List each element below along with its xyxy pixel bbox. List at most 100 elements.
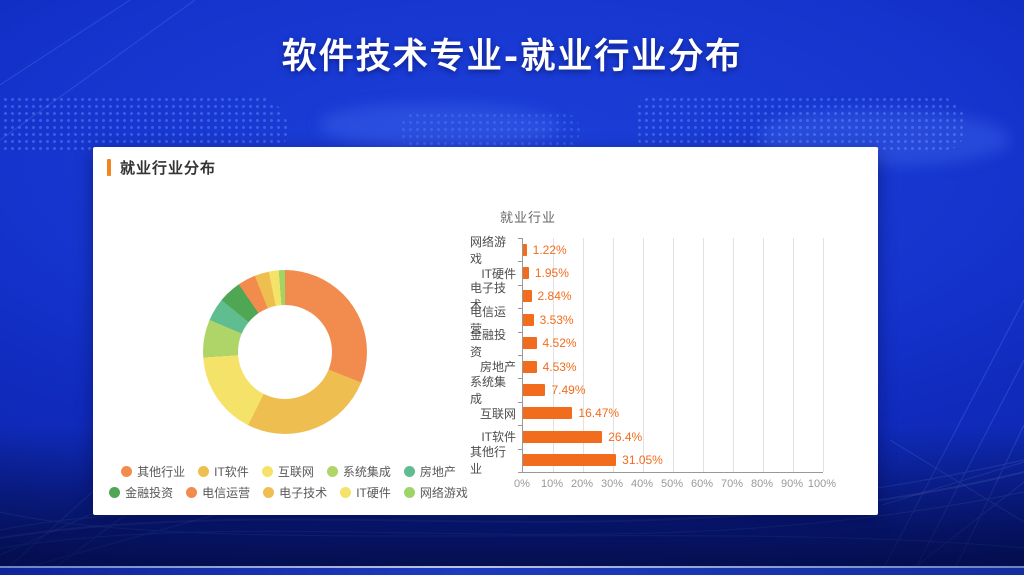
y-axis-tick xyxy=(518,331,522,333)
bar xyxy=(523,337,537,350)
bar-row: 4.52% xyxy=(523,332,823,355)
x-axis-tick-labels: 0% 10% 20% 30% 40% 50% 60% 70% 80% 90% 100% xyxy=(470,478,875,494)
y-axis-tick xyxy=(518,261,522,263)
legend-item: 网络游戏 xyxy=(403,484,468,501)
bar xyxy=(523,267,529,280)
grid-line xyxy=(733,238,734,472)
legend-label: 系统集成 xyxy=(342,465,391,479)
legend-item: 电子技术 xyxy=(263,484,327,501)
y-axis-tick xyxy=(518,308,522,310)
bar xyxy=(523,290,532,303)
grid-line xyxy=(823,238,824,472)
bar-value-label: 16.47% xyxy=(578,406,620,421)
bottom-strip xyxy=(0,568,1024,575)
grid-line xyxy=(643,238,644,472)
legend-label: IT软件 xyxy=(214,465,249,479)
bar xyxy=(523,430,603,443)
legend-dot xyxy=(403,487,415,498)
category-label: IT软件 xyxy=(481,430,516,445)
bar-chart-title: 就业行业 xyxy=(500,210,557,225)
grid-line xyxy=(613,238,614,472)
legend-label: 电子技术 xyxy=(279,486,328,500)
category-label: 互联网 xyxy=(479,406,516,421)
legend-item: 系统集成 xyxy=(326,463,391,480)
bar xyxy=(523,384,546,397)
bar-row: 3.53% xyxy=(523,308,823,331)
legend-dot xyxy=(109,487,121,498)
bar-value-label: 31.05% xyxy=(622,453,663,468)
donut-legend: 其他行业 IT软件 互联网 系统集成 房地产金融投资 电信运营 电子技术 IT硬件 网络游戏 xyxy=(109,463,468,501)
bar-row: 4.53% xyxy=(523,355,823,378)
bar xyxy=(523,360,537,373)
y-axis-tick xyxy=(518,378,522,380)
legend-dot xyxy=(403,466,415,477)
grid-line xyxy=(583,238,584,472)
grid-line xyxy=(553,238,554,472)
world-map-dot-pattern xyxy=(400,112,580,150)
bar-value-label: 1.95% xyxy=(534,266,569,281)
grid-line xyxy=(793,238,794,472)
bar-value-label: 3.53% xyxy=(539,312,574,327)
legend-label: 其他行业 xyxy=(137,465,186,479)
bar-value-label: 1.22% xyxy=(532,242,567,257)
x-axis-tick-label: 40% xyxy=(630,478,654,490)
category-label: 其他行业 xyxy=(470,445,507,477)
world-map-dot-pattern xyxy=(636,96,966,152)
bottom-divider-line xyxy=(0,566,1024,568)
bar xyxy=(523,407,573,420)
x-axis-tick-label: 90% xyxy=(780,478,804,490)
x-axis-tick-label: 60% xyxy=(690,478,714,490)
legend-dot xyxy=(198,466,210,477)
legend-item: 互联网 xyxy=(261,463,314,480)
bar-rows: 1.22% 1.95% 2.84% 3.53% 4.52% 4.53% 7.49% 16.47… xyxy=(523,238,823,472)
y-axis-ticks xyxy=(518,238,522,473)
grid-line xyxy=(673,238,674,472)
legend-label: 互联网 xyxy=(277,465,314,479)
legend-label: IT硬件 xyxy=(356,486,391,500)
legend-item: 金融投资 xyxy=(109,484,173,501)
chart-card: 就业行业分布 其他行业 IT软件 互联网 系统集成 房地产 金融投资 电信运营 电子技术 IT硬… xyxy=(93,147,878,515)
x-axis-tick-label: 80% xyxy=(750,478,774,490)
x-axis-tick-label: 70% xyxy=(720,478,744,490)
bar-chart: 就业行业 网络游戏 IT硬件 电子技术 电信运营 金融投资 房地产 系统集成 互联网 IT软件其… xyxy=(470,202,875,502)
bar-row: 2.84% xyxy=(523,285,823,308)
card-title: 就业行业分布 xyxy=(120,160,217,177)
bar-value-label: 2.84% xyxy=(537,289,572,304)
x-axis-tick-label: 20% xyxy=(570,478,594,490)
x-axis-tick-label: 0% xyxy=(514,478,530,490)
header-accent-bar xyxy=(107,159,111,176)
legend-item: 其他行业 xyxy=(121,463,185,480)
y-axis-tick xyxy=(518,472,522,473)
bar-value-label: 4.53% xyxy=(542,359,577,374)
bar-row: 1.22% xyxy=(523,238,823,261)
bar xyxy=(523,313,534,326)
category-label: IT硬件 xyxy=(481,266,516,281)
bar-row: 16.47% xyxy=(523,402,823,425)
x-axis-tick-label: 10% xyxy=(540,478,564,490)
bar xyxy=(523,243,527,256)
grid-line xyxy=(763,238,764,472)
legend-dot xyxy=(186,487,198,498)
legend-label: 金融投资 xyxy=(125,486,174,500)
legend-item: IT软件 xyxy=(198,463,249,480)
category-label: 网络游戏 xyxy=(470,234,507,266)
bar-row: 26.4% xyxy=(523,425,823,448)
legend-label: 网络游戏 xyxy=(419,486,468,500)
y-axis-tick xyxy=(518,355,522,356)
x-axis-tick-label: 50% xyxy=(660,478,684,490)
y-axis-tick xyxy=(518,425,522,427)
world-map-dot-pattern xyxy=(0,96,288,152)
bar-row: 7.49% xyxy=(523,378,823,401)
slide-title: 软件技术专业-就业行业分布 xyxy=(281,36,743,77)
legend-dot xyxy=(121,466,133,477)
category-label: 金融投资 xyxy=(470,328,507,360)
y-axis-tick xyxy=(518,448,522,450)
category-label: 系统集成 xyxy=(470,375,507,407)
legend-item: 房地产 xyxy=(403,463,456,480)
legend-dot xyxy=(340,487,352,498)
legend-label: 电信运营 xyxy=(202,486,251,500)
legend-row: 其他行业 IT软件 互联网 系统集成 房地产 xyxy=(121,463,456,480)
x-axis-tick-label: 30% xyxy=(600,478,624,490)
y-axis-tick xyxy=(518,284,522,286)
